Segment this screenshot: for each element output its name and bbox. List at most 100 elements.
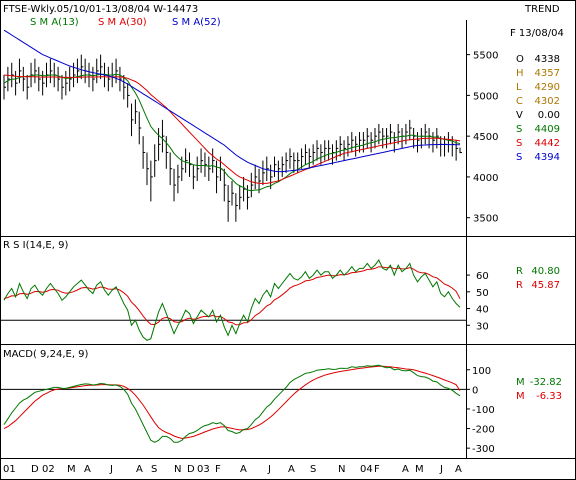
ohlc-bar: [208, 156, 211, 181]
chart-title: FTSE-Wkly.05/10/01-13/08/04 W-14473: [3, 4, 198, 15]
price-legend: S M A(13) S M A(30) S M A(52): [30, 17, 221, 28]
rsi-tick-label: 50: [476, 288, 489, 299]
macd-tick-label: 0: [472, 385, 478, 396]
legend-item: S M A(30): [98, 17, 147, 28]
info-key: S: [516, 124, 522, 135]
ohlc-bar: [455, 140, 459, 161]
rsi-readouts: R 40.80 R 45.87: [516, 266, 560, 291]
ohlc-bar: [366, 128, 370, 149]
ohlc-bar: [389, 123, 393, 145]
ohlc-bar: [416, 132, 420, 153]
ohlc-bar: [3, 75, 6, 100]
ohlc-bar: [347, 136, 350, 157]
rsi-panel: 30 40 50 60: [0, 259, 489, 341]
ohlc-bar: [196, 156, 200, 181]
ohlc-bar: [142, 136, 146, 169]
rsi-readout-value: 40.80: [531, 266, 560, 277]
ohlc-bar: [262, 160, 265, 186]
ohlc-bar: [250, 172, 254, 198]
x-tick-label: A: [402, 464, 409, 475]
info-value: 0.00: [538, 110, 560, 121]
macd-tick-label: -100: [472, 405, 495, 416]
ohlc-bar: [18, 58, 22, 84]
ohlc-bar: [409, 119, 412, 141]
ohlc-bar: [378, 123, 381, 145]
ohlc-bar: [223, 168, 227, 202]
x-tick-label: M: [67, 464, 76, 475]
ohlc-bar: [339, 136, 343, 157]
ohlc-bar: [432, 132, 435, 153]
ohlc-bar: [285, 152, 289, 173]
price-tick-label: 3500: [473, 214, 498, 225]
x-tick-label: M: [415, 464, 424, 475]
ohlc-bar: [127, 83, 130, 108]
sma30-line: [3, 74, 461, 184]
info-date: F 13/08/04: [510, 28, 564, 39]
macd-line: [3, 364, 461, 443]
ohlc-bar: [212, 148, 215, 173]
ohlc-bar: [38, 66, 41, 92]
x-axis: 01 D 02 M A J A S N D 03 F A J A S N 04 F A M J A: [3, 464, 462, 475]
ohlc-bar: [158, 128, 161, 161]
x-tick-label: J: [439, 464, 443, 475]
ohlc-bar: [131, 103, 134, 137]
info-value: 4290: [535, 82, 560, 93]
sma52-line: [3, 29, 461, 173]
ohlc-bar: [100, 54, 103, 80]
x-tick-label: N: [174, 464, 181, 475]
ohlc-bar: [227, 185, 231, 222]
x-tick-label: A: [288, 464, 295, 475]
ohlc-bar: [235, 193, 238, 222]
info-key: V: [516, 110, 523, 121]
ohlc-bar: [123, 75, 126, 100]
info-key: H: [516, 68, 524, 79]
macd-signal-line: [3, 365, 461, 439]
x-tick-label: J: [109, 464, 113, 475]
rsi-readout-key: R: [516, 280, 523, 291]
ohlc-bar: [69, 66, 72, 92]
ohlc-bar: [134, 99, 138, 124]
price-y-axis: 3500 4000 4500 5000 5500: [466, 51, 498, 225]
ohlc-bar: [173, 168, 177, 202]
ohlc-bar: [304, 144, 308, 165]
macd-tick-label: -200: [472, 425, 495, 436]
rsi-signal-line: [3, 266, 461, 326]
ohlc-bar: [7, 66, 10, 92]
ohlc-bar: [169, 152, 173, 186]
ohlc-bar: [146, 152, 149, 186]
price-panel: 3500 4000 4500 5000 5500: [3, 29, 498, 225]
ohlc-bar: [115, 58, 119, 84]
legend-item: S M A(13): [30, 17, 79, 28]
info-value: 4338: [535, 54, 560, 65]
x-tick-label: 03: [197, 464, 210, 475]
x-tick-label: F: [374, 464, 380, 475]
info-value: 4302: [535, 96, 560, 107]
info-key: L: [516, 82, 522, 93]
macd-tick-label: 100: [472, 366, 491, 377]
rsi-label: R S I(14,E, 9): [3, 240, 68, 251]
ohlc-bar: [119, 66, 122, 92]
ohlc-bar: [316, 140, 320, 161]
price-tick-label: 4000: [473, 173, 498, 184]
info-key: S: [516, 138, 522, 149]
ohlc-bar: [150, 160, 153, 202]
ohlc-bar: [216, 160, 219, 194]
macd-readout-value: -32.82: [530, 377, 562, 388]
info-key: C: [516, 96, 523, 107]
info-key: S: [516, 152, 522, 163]
x-tick-label: 01: [3, 464, 16, 475]
info-rows: O 4338 H 4357 L 4290 C 4302 V 0.00 S 4409 S 4442 S 4394: [516, 54, 560, 163]
ohlc-bar: [26, 75, 30, 100]
ohlc-bar: [324, 140, 327, 161]
sma13-line: [3, 73, 461, 192]
ohlc-bar: [320, 144, 323, 165]
ohlc-bar: [138, 111, 142, 145]
ohlc-bar: [76, 58, 80, 84]
ohlc-bar: [80, 54, 84, 80]
ohlc-bar: [231, 181, 234, 206]
macd-label: MACD( 9,24,E, 9): [3, 349, 89, 360]
price-tick-label: 5500: [473, 51, 498, 62]
ohlc-bar: [459, 147, 462, 154]
info-value: 4357: [535, 68, 560, 79]
ohlc-bar: [161, 119, 165, 153]
